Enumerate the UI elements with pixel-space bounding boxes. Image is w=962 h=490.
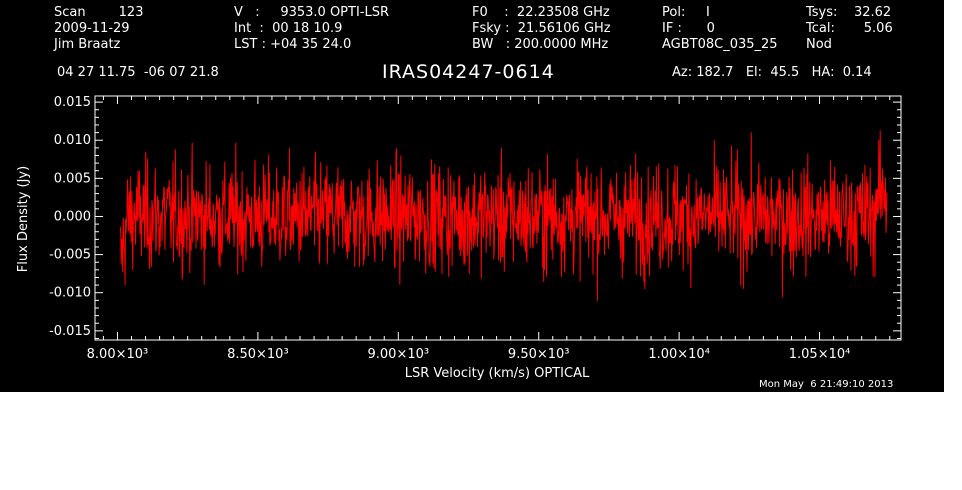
spectrum-trace xyxy=(119,130,888,302)
y-axis-label: Flux Density (Jy) xyxy=(16,166,31,272)
if-label: IF : 0 xyxy=(662,21,715,36)
tsys-label: Tsys: 32.62 xyxy=(806,5,892,20)
spectrum-trace-group xyxy=(119,130,888,302)
y-tick-label: 0.005 xyxy=(54,171,91,186)
x-tick-label: 8.00×10³ xyxy=(87,347,149,362)
plot-window: Scan 123 2009-11-29 Jim Braatz V : 9353.… xyxy=(0,0,944,392)
axis-tick-labels: 8.00×10³ 8.50×10³ 9.00×10³ 9.50×10³ 1.00×10⁴… xyxy=(49,95,850,362)
source-title: IRAS04247-0614 xyxy=(382,61,555,83)
fsky-label: Fsky : 21.56106 GHz xyxy=(472,21,611,36)
scan-label: Scan 123 xyxy=(54,5,144,20)
axis-ticks xyxy=(95,96,901,340)
x-tick-label: 1.05×10⁴ xyxy=(789,347,851,362)
x-tick-label: 9.00×10³ xyxy=(368,347,430,362)
coordinates-label: 04 27 11.75 -06 07 21.8 xyxy=(57,65,219,80)
y-tick-label: -0.010 xyxy=(49,286,91,301)
y-tick-label: 0.000 xyxy=(54,209,91,224)
spectrum-chart: 8.00×10³ 8.50×10³ 9.00×10³ 9.50×10³ 1.00×10⁴… xyxy=(16,95,902,381)
lst-label: LST : +04 35 24.0 xyxy=(234,37,352,52)
mode-label: Nod xyxy=(806,37,832,52)
pol-label: Pol: I xyxy=(662,5,710,20)
date-label: 2009-11-29 xyxy=(54,21,130,36)
y-tick-label: 0.010 xyxy=(54,133,91,148)
integration-label: Int : 00 18 10.9 xyxy=(234,21,343,36)
x-tick-label: 8.50×10³ xyxy=(227,347,289,362)
x-tick-label: 1.00×10⁴ xyxy=(648,347,710,362)
y-tick-label: -0.015 xyxy=(49,324,91,339)
pointing-label: Az: 182.7 El: 45.5 HA: 0.14 xyxy=(672,65,872,80)
f0-label: F0 : 22.23508 GHz xyxy=(472,5,610,20)
x-tick-label: 9.50×10³ xyxy=(508,347,570,362)
timestamp-label: Mon May 6 21:49:10 2013 xyxy=(759,379,894,390)
x-axis-label: LSR Velocity (km/s) OPTICAL xyxy=(405,366,590,381)
project-label: AGBT08C_035_25 xyxy=(662,37,778,52)
bandwidth-label: BW : 200.0000 MHz xyxy=(472,37,609,52)
y-tick-label: 0.015 xyxy=(54,95,91,110)
y-tick-label: -0.005 xyxy=(49,248,91,263)
velocity-label: V : 9353.0 OPTI-LSR xyxy=(234,5,390,20)
tcal-label: Tcal: 5.06 xyxy=(806,21,893,36)
plot-frame xyxy=(94,95,902,341)
observer-label: Jim Braatz xyxy=(54,37,121,52)
